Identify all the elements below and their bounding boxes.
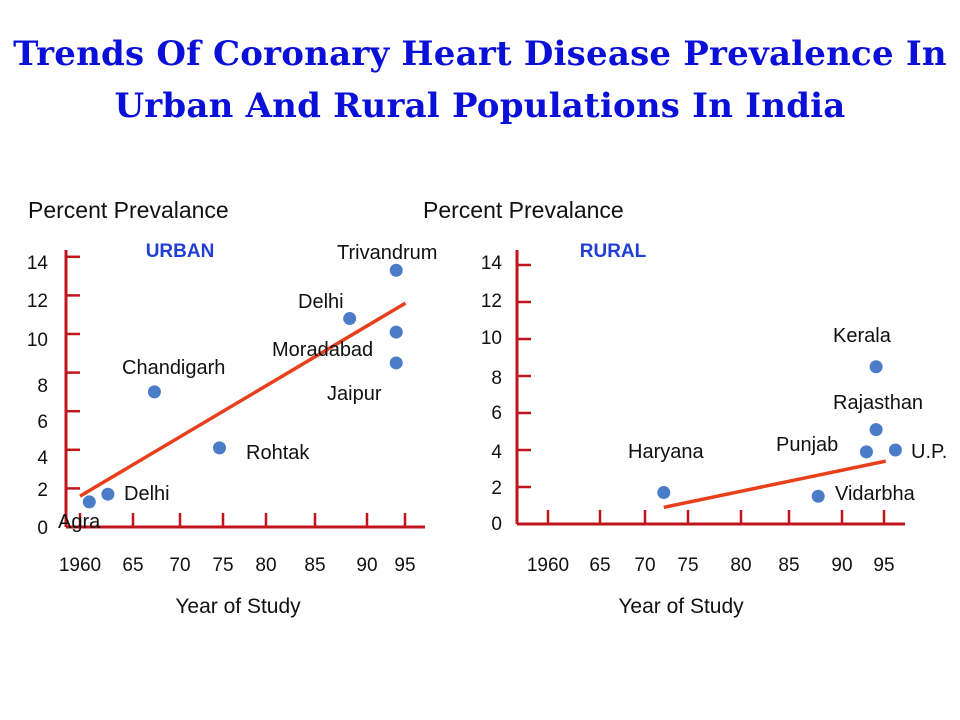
urban-y-tick-label: 6 xyxy=(37,412,48,433)
rural-y-tick-label: 14 xyxy=(481,253,503,274)
rural-y-tick-label: 8 xyxy=(491,368,502,389)
urban-data-point xyxy=(343,312,357,326)
urban-data-point xyxy=(389,263,403,277)
rural-x-tick-label: 90 xyxy=(831,555,852,576)
urban-series-label: URBAN xyxy=(146,241,215,262)
urban-x-tick-label: 95 xyxy=(394,555,415,576)
urban-point-label: Delhi xyxy=(298,291,344,313)
rural-trend-line xyxy=(663,459,887,510)
rural-point-label: Punjab xyxy=(776,434,838,456)
urban-point-label: Chandigarh xyxy=(122,357,225,379)
urban-point-label: Delhi xyxy=(124,483,170,505)
rural-data-point xyxy=(869,423,883,437)
rural-y-tick-label: 4 xyxy=(491,442,502,463)
urban-x-tick-label: 75 xyxy=(212,555,233,576)
urban-point-label: Trivandrum xyxy=(337,242,437,264)
urban-data-point xyxy=(213,441,226,455)
urban-x-tick-label: 1960 xyxy=(59,555,101,576)
urban-x-tick-label: 70 xyxy=(169,555,190,576)
title-line-2: Urban And Rural Populations In India xyxy=(114,86,846,126)
rural-x-tick-label: 70 xyxy=(634,555,655,576)
urban-point-label: Moradabad xyxy=(272,339,373,361)
urban-data-point xyxy=(389,356,403,370)
rural-x-tick-label: 1960 xyxy=(527,555,569,576)
urban-y-tick-label: 10 xyxy=(27,330,48,351)
rural-x-tick-label: 95 xyxy=(873,555,894,576)
urban-trend-line xyxy=(79,301,407,498)
urban-y-tick-label: 8 xyxy=(37,376,48,397)
urban-data-point xyxy=(389,325,403,339)
urban-y-tick-label: 4 xyxy=(37,448,48,469)
urban-data-point xyxy=(147,385,161,399)
urban-y-tick-label: 12 xyxy=(27,291,48,312)
rural-point-label: Vidarbha xyxy=(835,483,916,505)
urban-point-label: Agra xyxy=(58,511,101,533)
rural-data-point xyxy=(859,445,873,459)
rural-x-tick-label: 75 xyxy=(677,555,698,576)
rural-x-axis-title: Year of Study xyxy=(618,595,744,618)
rural-data-point xyxy=(888,443,902,457)
urban-x-tick-label: 90 xyxy=(356,555,377,576)
rural-data-point xyxy=(869,360,883,374)
title-line-1: Trends Of Coronary Heart Disease Prevale… xyxy=(13,34,947,74)
urban-data-point xyxy=(82,495,96,509)
rural-x-tick-label: 65 xyxy=(589,555,610,576)
rural-data-point xyxy=(657,486,671,500)
slide-title: Trends Of Coronary Heart Disease Prevale… xyxy=(0,28,960,132)
urban-y-axis-title: Percent Prevalance xyxy=(28,197,229,223)
urban-point-label: Rohtak xyxy=(246,442,310,464)
rural-x-tick-label: 85 xyxy=(778,555,799,576)
rural-y-tick-label: 0 xyxy=(491,514,502,535)
rural-y-axis-title: Percent Prevalance xyxy=(423,197,624,223)
urban-y-tick-label: 2 xyxy=(37,480,48,501)
rural-point-label: U.P. xyxy=(911,441,947,463)
rural-point-label: Haryana xyxy=(628,441,704,463)
urban-x-tick-label: 80 xyxy=(255,555,276,576)
urban-x-axis-title: Year of Study xyxy=(175,595,301,618)
rural-data-point xyxy=(811,489,825,503)
urban-y-tick-label: 14 xyxy=(27,253,49,274)
rural-x-tick-label: 80 xyxy=(730,555,751,576)
urban-point-label: Jaipur xyxy=(327,383,382,405)
rural-y-tick-label: 2 xyxy=(491,478,502,499)
urban-x-tick-label: 65 xyxy=(122,555,143,576)
urban-data-point xyxy=(101,487,115,501)
rural-point-label: Kerala xyxy=(833,325,892,347)
urban-x-tick-label: 85 xyxy=(304,555,325,576)
rural-series-label: RURAL xyxy=(580,241,647,262)
rural-y-tick-label: 6 xyxy=(491,403,502,424)
rural-y-tick-label: 12 xyxy=(481,291,502,312)
urban-y-tick-label: 0 xyxy=(37,518,48,539)
rural-point-label: Rajasthan xyxy=(833,392,923,414)
rural-y-tick-label: 10 xyxy=(481,328,502,349)
